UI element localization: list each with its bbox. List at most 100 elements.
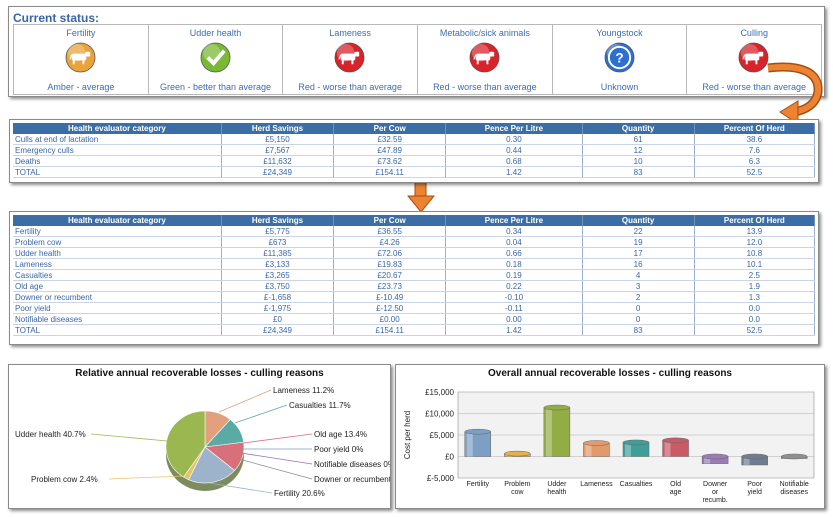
table-cell: £5,775 — [221, 226, 335, 237]
table-cell: £32.59 — [333, 134, 447, 145]
table-cell: Culls at end of lactation — [13, 134, 222, 145]
table-cell: 0.0 — [694, 313, 816, 325]
status-card-name: Metabolic/sick animals — [439, 28, 530, 38]
table-cell: £5,150 — [221, 134, 335, 145]
bar-highlight — [585, 443, 592, 457]
status-card-metabolic-sick-animals: Metabolic/sick animals Red - worse than a… — [418, 25, 553, 94]
bar-cap — [622, 439, 650, 446]
table-cell: Fertility — [13, 226, 222, 237]
bar-chart: £15,000 £10,000 £5,000 £0 £-5,000 Cost per he… — [403, 388, 815, 504]
table-cell: 16 — [582, 258, 695, 270]
question-icon: ? — [604, 42, 634, 73]
table-cell: £4.26 — [333, 236, 447, 248]
status-card-status: Amber - average — [47, 82, 115, 92]
table-cell: £154.11 — [333, 324, 447, 336]
table-cell: Old age — [13, 280, 222, 292]
table-cell: £7,567 — [221, 144, 335, 156]
cow-icon — [469, 42, 500, 73]
column-header[interactable]: Health evaluator category — [13, 123, 222, 134]
table-cell: 2.5 — [694, 269, 816, 281]
column-header[interactable]: Health evaluator category — [13, 215, 222, 226]
x-tick-label: Casualties — [620, 481, 653, 488]
table-cell: Lameness — [13, 258, 222, 270]
bar-cap — [662, 437, 689, 444]
bar-highlight — [545, 407, 552, 457]
column-header[interactable]: Per Cow — [333, 123, 447, 134]
table-cell: -0.11 — [445, 302, 583, 314]
x-tick-label: Problem cow — [504, 481, 530, 496]
pie-label: Udder health 40.7% — [15, 430, 86, 439]
table-cell: TOTAL — [13, 166, 222, 178]
bar[interactable] — [464, 431, 492, 457]
column-header[interactable]: Quantity — [582, 123, 695, 134]
table-row: Downer or recumbent £-1,658 £-10.49 -0.10 2 1… — [13, 291, 816, 303]
column-header[interactable]: Herd Savings — [221, 215, 335, 226]
table-cell: £24,349 — [221, 324, 335, 336]
y-tick-label: £10,000 — [425, 410, 454, 419]
culling-reasons-panel: Health evaluator category Herd Savings Per… — [9, 211, 819, 345]
table-row: Udder health £11,385 £72.06 0.66 17 10.8 — [13, 247, 816, 259]
pie-slice[interactable] — [188, 446, 236, 484]
table-cell: £3,750 — [221, 280, 335, 292]
column-header[interactable]: Percent Of Herd — [694, 123, 816, 134]
table-cell: 61 — [582, 134, 695, 145]
table-cell: 1.42 — [445, 324, 583, 336]
table-cell: 0.44 — [445, 144, 583, 156]
table-cell: 83 — [582, 166, 695, 178]
table-cell: Casualties — [13, 269, 222, 281]
bar-cap — [780, 453, 808, 460]
table-cell: £0.00 — [333, 313, 447, 325]
bar-highlight — [704, 456, 711, 464]
column-header[interactable]: Per Cow — [333, 215, 447, 226]
culling-summary-panel: Health evaluator category Herd Savings Per… — [9, 119, 819, 183]
table-row: Poor yield £-1,975 £-12.50 -0.11 0 0.0 — [13, 302, 816, 314]
bar[interactable] — [543, 407, 571, 457]
pie-label: Problem cow 2.4% — [31, 475, 98, 484]
table-row: Fertility £5,775 £36.55 0.34 22 13.9 — [13, 226, 816, 237]
table-cell: 0.68 — [445, 155, 583, 167]
cow-icon — [738, 42, 769, 73]
table-cell: 0.18 — [445, 258, 583, 270]
status-card-name: Youngstock — [596, 28, 643, 38]
x-tick-label: Fertility — [466, 481, 489, 488]
status-card-status: Red - worse than average — [702, 82, 806, 92]
table-cell: Deaths — [13, 155, 222, 167]
column-header[interactable]: Pence Per Litre — [445, 123, 583, 134]
table-row: Casualties £3,265 £20.67 0.19 4 2.5 — [13, 269, 816, 281]
bar-cap — [741, 453, 768, 460]
pie-label: Downer or recumbent 0% — [314, 475, 390, 484]
table-cell: Problem cow — [13, 236, 222, 248]
table-row: TOTAL £24,349 £154.11 1.42 83 52.5 — [13, 166, 816, 178]
pie-leader-line — [90, 433, 168, 442]
bar-chart-panel: Overall annual recoverable losses - cull… — [395, 364, 825, 509]
table-row: TOTAL £24,349 £154.11 1.42 83 52.5 — [13, 324, 816, 336]
status-card-name: Culling — [740, 28, 768, 38]
table-cell: 0.34 — [445, 226, 583, 237]
pie-chart: Lameness 11.2% Casualties 11.7% Old age 13… — [15, 386, 390, 498]
column-header[interactable]: Quantity — [582, 215, 695, 226]
table-cell: 7.6 — [694, 144, 816, 156]
bar-cap — [583, 440, 610, 446]
pie-chart-panel: Relative annual recoverable losses - cul… — [8, 364, 391, 509]
pie-label: Lameness 11.2% — [273, 386, 334, 395]
table-cell: 2 — [582, 291, 695, 303]
bar-cap — [464, 428, 492, 435]
bar-highlight — [625, 442, 631, 457]
table-cell: 0.30 — [445, 134, 583, 145]
table-cell: 52.5 — [694, 324, 816, 336]
table-cell: 52.5 — [694, 166, 816, 178]
table-cell: Downer or recumbent — [13, 291, 222, 303]
x-tick-label: Notifiable diseases — [780, 481, 809, 496]
pie-label: Fertility 20.6% — [274, 489, 325, 498]
column-header[interactable]: Pence Per Litre — [445, 215, 583, 226]
table-cell: 83 — [582, 324, 695, 336]
table-cell: Notifiable diseases — [13, 313, 222, 325]
pie-slice[interactable] — [165, 410, 206, 478]
table-cell: 1.42 — [445, 166, 583, 178]
table-cell: Poor yield — [13, 302, 222, 314]
table-row: Emergency culls £7,567 £47.89 0.44 12 7.6 — [13, 144, 816, 156]
table-header-row: Health evaluator category Herd Savings Per… — [13, 215, 816, 226]
column-header[interactable]: Herd Savings — [221, 123, 335, 134]
column-header[interactable]: Percent Of Herd — [694, 215, 816, 226]
pie-label: Poor yield 0% — [314, 445, 363, 454]
